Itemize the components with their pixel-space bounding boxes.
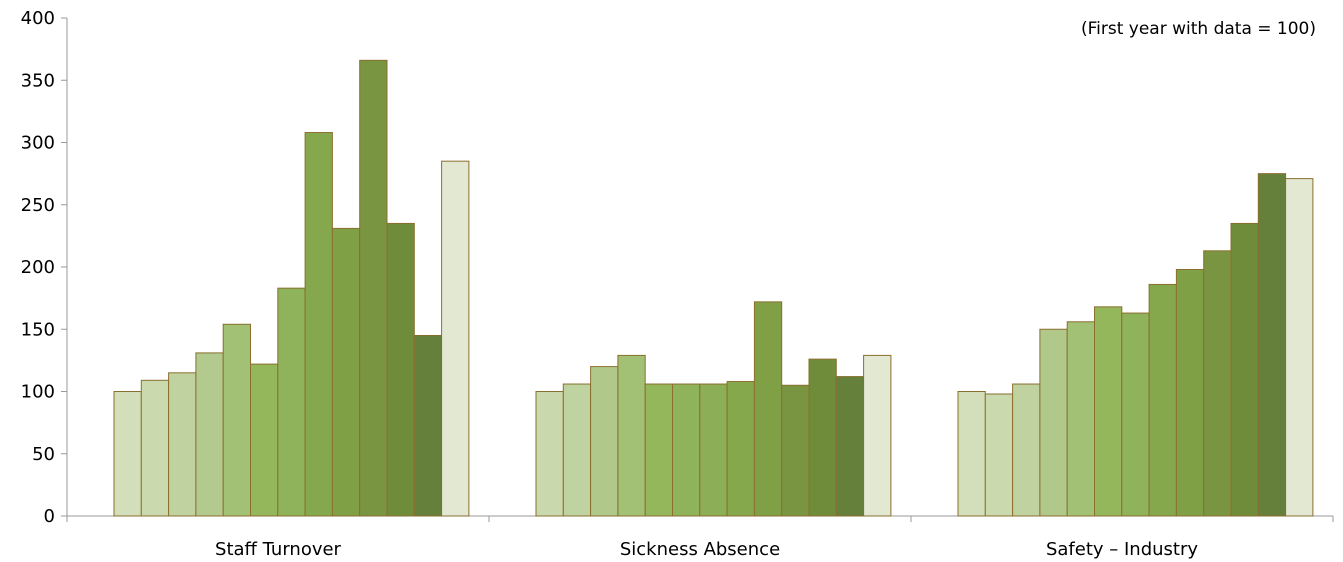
bar [168,372,197,517]
y-tick-label: 300 [21,133,55,154]
bar [644,383,674,517]
bar [1257,173,1287,517]
bar [984,393,1014,517]
bar [753,301,783,517]
bar [140,379,170,517]
bar [590,366,619,517]
y-tick-label: 350 [21,70,55,91]
bar [1175,268,1205,517]
bar [535,391,564,517]
bar [863,354,892,517]
y-axis-ticks: 0 50 100 150 200 250 300 350 400 [21,8,67,527]
bar [726,381,755,517]
category-label: Staff Turnover [215,539,342,560]
bar [808,358,837,517]
bar [304,132,333,517]
bar [562,383,592,517]
category-label: Sickness Absence [620,539,780,560]
bar [1230,222,1259,517]
y-tick-label: 100 [21,382,55,403]
bar [957,391,986,517]
bar [1012,383,1041,517]
chart-note: (First year with data = 100) [1081,19,1316,39]
category-label: Safety – Industry [1046,539,1198,560]
bar [1203,250,1232,517]
bar [250,363,279,517]
y-tick-label: 50 [32,444,55,465]
bar [1285,178,1314,517]
bar [277,287,306,517]
bar [386,222,415,517]
bar [195,352,224,517]
bar [835,376,865,517]
bar [699,383,728,517]
bar [222,323,251,517]
bar [781,384,810,517]
bar [441,160,470,517]
bar [413,334,443,517]
y-tick-label: 250 [21,195,55,216]
bar [359,59,388,517]
bar [1121,312,1150,517]
bar [1094,306,1123,517]
bar [1148,283,1177,517]
bar [113,391,142,517]
y-tick-label: 400 [21,8,55,29]
y-tick-label: 0 [44,506,55,527]
bars [113,59,1314,517]
bar [1039,328,1068,517]
bar [331,227,361,517]
bar [672,383,701,517]
bar [617,354,646,517]
y-tick-label: 200 [21,257,55,278]
y-tick-label: 150 [21,319,55,340]
bar [1066,321,1095,517]
category-labels: Staff Turnover Sickness Absence Safety – I… [215,539,1198,560]
